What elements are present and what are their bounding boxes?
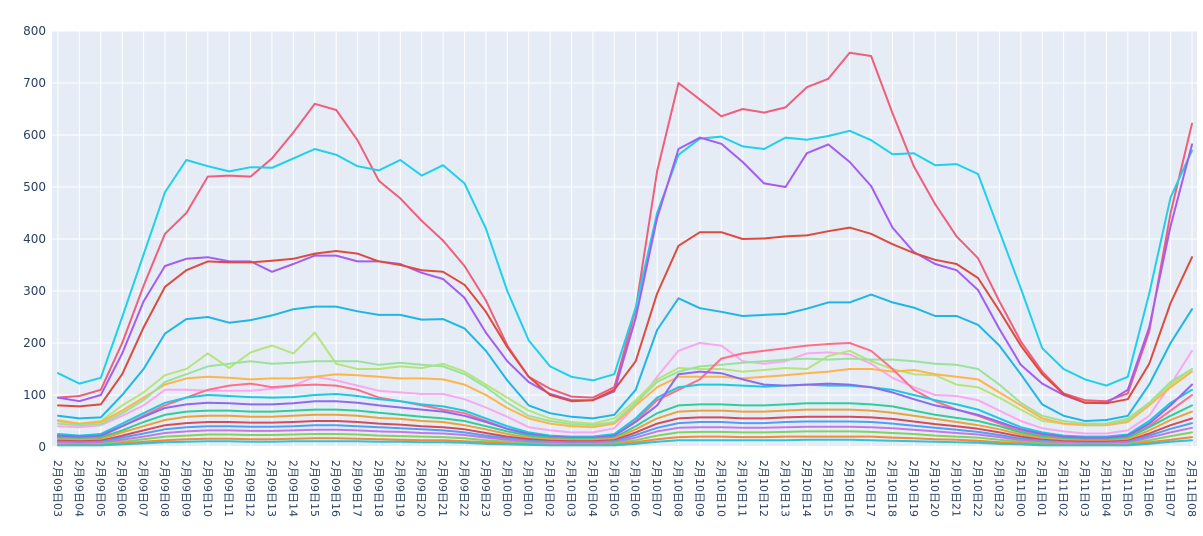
x-tick-label: 2月09日21 <box>436 460 449 517</box>
x-tick-label: 2月11日01 <box>1035 460 1048 517</box>
x-tick-label: 2月10日23 <box>992 460 1005 517</box>
series-line-s9[interactable] <box>57 357 1193 427</box>
series-line-s19[interactable] <box>57 435 1193 446</box>
x-tick-label: 2月09日08 <box>158 460 171 517</box>
series-line-s16[interactable] <box>57 420 1193 444</box>
x-tick-label: 2月10日07 <box>650 460 663 517</box>
x-tick-label: 2月10日03 <box>565 460 578 517</box>
x-tick-label: 2月11日04 <box>1099 460 1112 517</box>
x-tick-label: 2月11日07 <box>1164 460 1177 517</box>
series-line-s4[interactable] <box>57 226 1193 408</box>
x-tick-label: 2月10日15 <box>821 460 834 517</box>
series-line-s20[interactable] <box>57 438 1193 447</box>
x-tick-label: 2月09日14 <box>286 460 299 517</box>
y-tick-label: 400 <box>23 232 46 246</box>
x-tick-label: 2月10日09 <box>693 460 706 517</box>
series-line-s17[interactable] <box>57 425 1193 445</box>
series-line-s8[interactable] <box>57 368 1193 429</box>
x-tick-label: 2月10日06 <box>629 460 642 517</box>
x-tick-label: 2月09日20 <box>415 460 428 517</box>
series-line-s2[interactable] <box>57 129 1193 387</box>
y-tick-label: 500 <box>23 180 46 194</box>
series-line-s12[interactable] <box>57 370 1193 439</box>
x-tick-label: 2月10日11 <box>736 460 749 517</box>
x-tick-label: 2月09日10 <box>201 460 214 517</box>
x-tick-label: 2月10日00 <box>500 460 513 517</box>
x-tick-label: 2月10日13 <box>778 460 791 517</box>
x-tick-label: 2月10日16 <box>843 460 856 517</box>
x-tick-label: 2月09日11 <box>222 460 235 517</box>
x-tick-label: 2月10日20 <box>928 460 941 517</box>
y-tick-label: 200 <box>23 336 46 350</box>
x-axis-ticks: 2月09日03 2月09日04 2月09日05 2月09日06 2月09日07 2月09日… <box>51 460 1198 517</box>
series-line-s13[interactable] <box>57 402 1193 441</box>
y-axis-ticks: 0 100 200 300 400 500 600 700 800 <box>23 24 46 454</box>
x-tick-label: 2月09日07 <box>137 460 150 517</box>
x-tick-label: 2月10日08 <box>671 460 684 517</box>
x-tick-label: 2月09日04 <box>72 460 85 517</box>
x-tick-label: 2月09日06 <box>115 460 128 517</box>
series-layer <box>57 51 1193 447</box>
x-tick-label: 2月10日12 <box>757 460 770 517</box>
x-tick-label: 2月11日00 <box>1014 460 1027 517</box>
series-line-s7[interactable] <box>57 331 1193 427</box>
x-tick-label: 2月09日19 <box>393 460 406 517</box>
x-tick-label: 2月10日04 <box>586 460 599 517</box>
series-line-s6[interactable] <box>57 342 1193 435</box>
x-tick-label: 2月10日19 <box>907 460 920 517</box>
x-tick-label: 2月11日05 <box>1121 460 1134 517</box>
y-tick-label: 800 <box>23 24 46 38</box>
x-tick-label: 2月11日03 <box>1078 460 1091 517</box>
x-tick-label: 2月10日22 <box>971 460 984 517</box>
x-tick-label: 2月10日10 <box>714 460 727 517</box>
x-tick-label: 2月09日09 <box>179 460 192 517</box>
x-tick-label: 2月11日06 <box>1142 460 1155 517</box>
x-tick-label: 2月09日15 <box>308 460 321 517</box>
y-tick-label: 700 <box>23 76 46 90</box>
x-tick-label: 2月09日16 <box>329 460 342 517</box>
series-line-s14[interactable] <box>57 408 1193 442</box>
series-line-s11[interactable] <box>57 383 1193 438</box>
x-tick-label: 2月10日01 <box>522 460 535 517</box>
x-tick-label: 2月09日05 <box>94 460 107 517</box>
x-tick-label: 2月10日02 <box>543 460 556 517</box>
y-tick-label: 100 <box>23 388 46 402</box>
series-line-s18[interactable] <box>57 430 1193 446</box>
y-tick-label: 300 <box>23 284 46 298</box>
x-tick-label: 2月09日12 <box>244 460 257 517</box>
x-tick-label: 2月11日02 <box>1057 460 1070 517</box>
x-tick-label: 2月10日18 <box>885 460 898 517</box>
x-tick-label: 2月10日05 <box>607 460 620 517</box>
x-tick-label: 2月09日03 <box>51 460 64 517</box>
x-tick-label: 2月09日22 <box>458 460 471 517</box>
x-tick-label: 2月09日13 <box>265 460 278 517</box>
x-tick-label: 2月11日08 <box>1185 460 1198 517</box>
y-tick-label: 0 <box>38 440 46 454</box>
x-tick-label: 2月09日17 <box>351 460 364 517</box>
x-tick-label: 2月10日14 <box>800 460 813 517</box>
x-tick-label: 2月10日17 <box>864 460 877 517</box>
x-tick-label: 2月09日18 <box>372 460 385 517</box>
series-line-s5[interactable] <box>57 293 1193 422</box>
series-line-s15[interactable] <box>57 415 1193 443</box>
y-tick-label: 600 <box>23 128 46 142</box>
x-tick-label: 2月10日21 <box>950 460 963 517</box>
series-line-s1[interactable] <box>57 51 1193 403</box>
x-tick-label: 2月09日23 <box>479 460 492 517</box>
